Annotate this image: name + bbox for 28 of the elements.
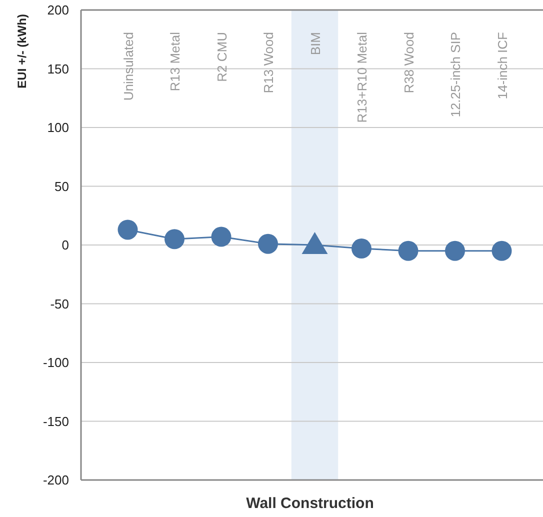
x-tick-label: 12.25-inch SIP	[448, 32, 463, 118]
point	[398, 240, 418, 261]
y-tick-label: -50	[50, 296, 69, 312]
y-tick-label: 100	[47, 120, 69, 136]
y-tick-label: 200	[47, 2, 69, 18]
x-axis-title: Wall Construction	[246, 495, 374, 512]
y-tick-label: -200	[42, 472, 69, 488]
x-tick-label: BIM	[308, 32, 323, 56]
x-tick-label: R13 Wood	[261, 32, 276, 94]
x-tick-label: R13 Metal	[168, 32, 182, 92]
point	[164, 229, 184, 250]
point	[118, 220, 138, 240]
y-tick-label: -150	[42, 414, 69, 429]
x-tick-label: R13+R10 Metal	[354, 32, 370, 123]
x-tick-label: Uninsulated	[120, 32, 136, 101]
point	[258, 234, 278, 254]
y-tick-label: 150	[47, 61, 69, 76]
y-tick-label: 0	[62, 238, 69, 253]
point	[492, 240, 512, 261]
y-tick-label: -100	[42, 355, 69, 370]
x-tick-label: 14-inch ICF	[494, 32, 510, 100]
y-axis-title: EUI +/- (kWh)	[15, 14, 29, 88]
y-tick-label: 50	[54, 178, 69, 194]
x-tick-label: R38 Wood	[401, 32, 416, 94]
point	[445, 240, 465, 261]
point	[352, 238, 372, 259]
point	[211, 226, 232, 247]
x-tick-label: R2 CMU	[214, 32, 230, 82]
